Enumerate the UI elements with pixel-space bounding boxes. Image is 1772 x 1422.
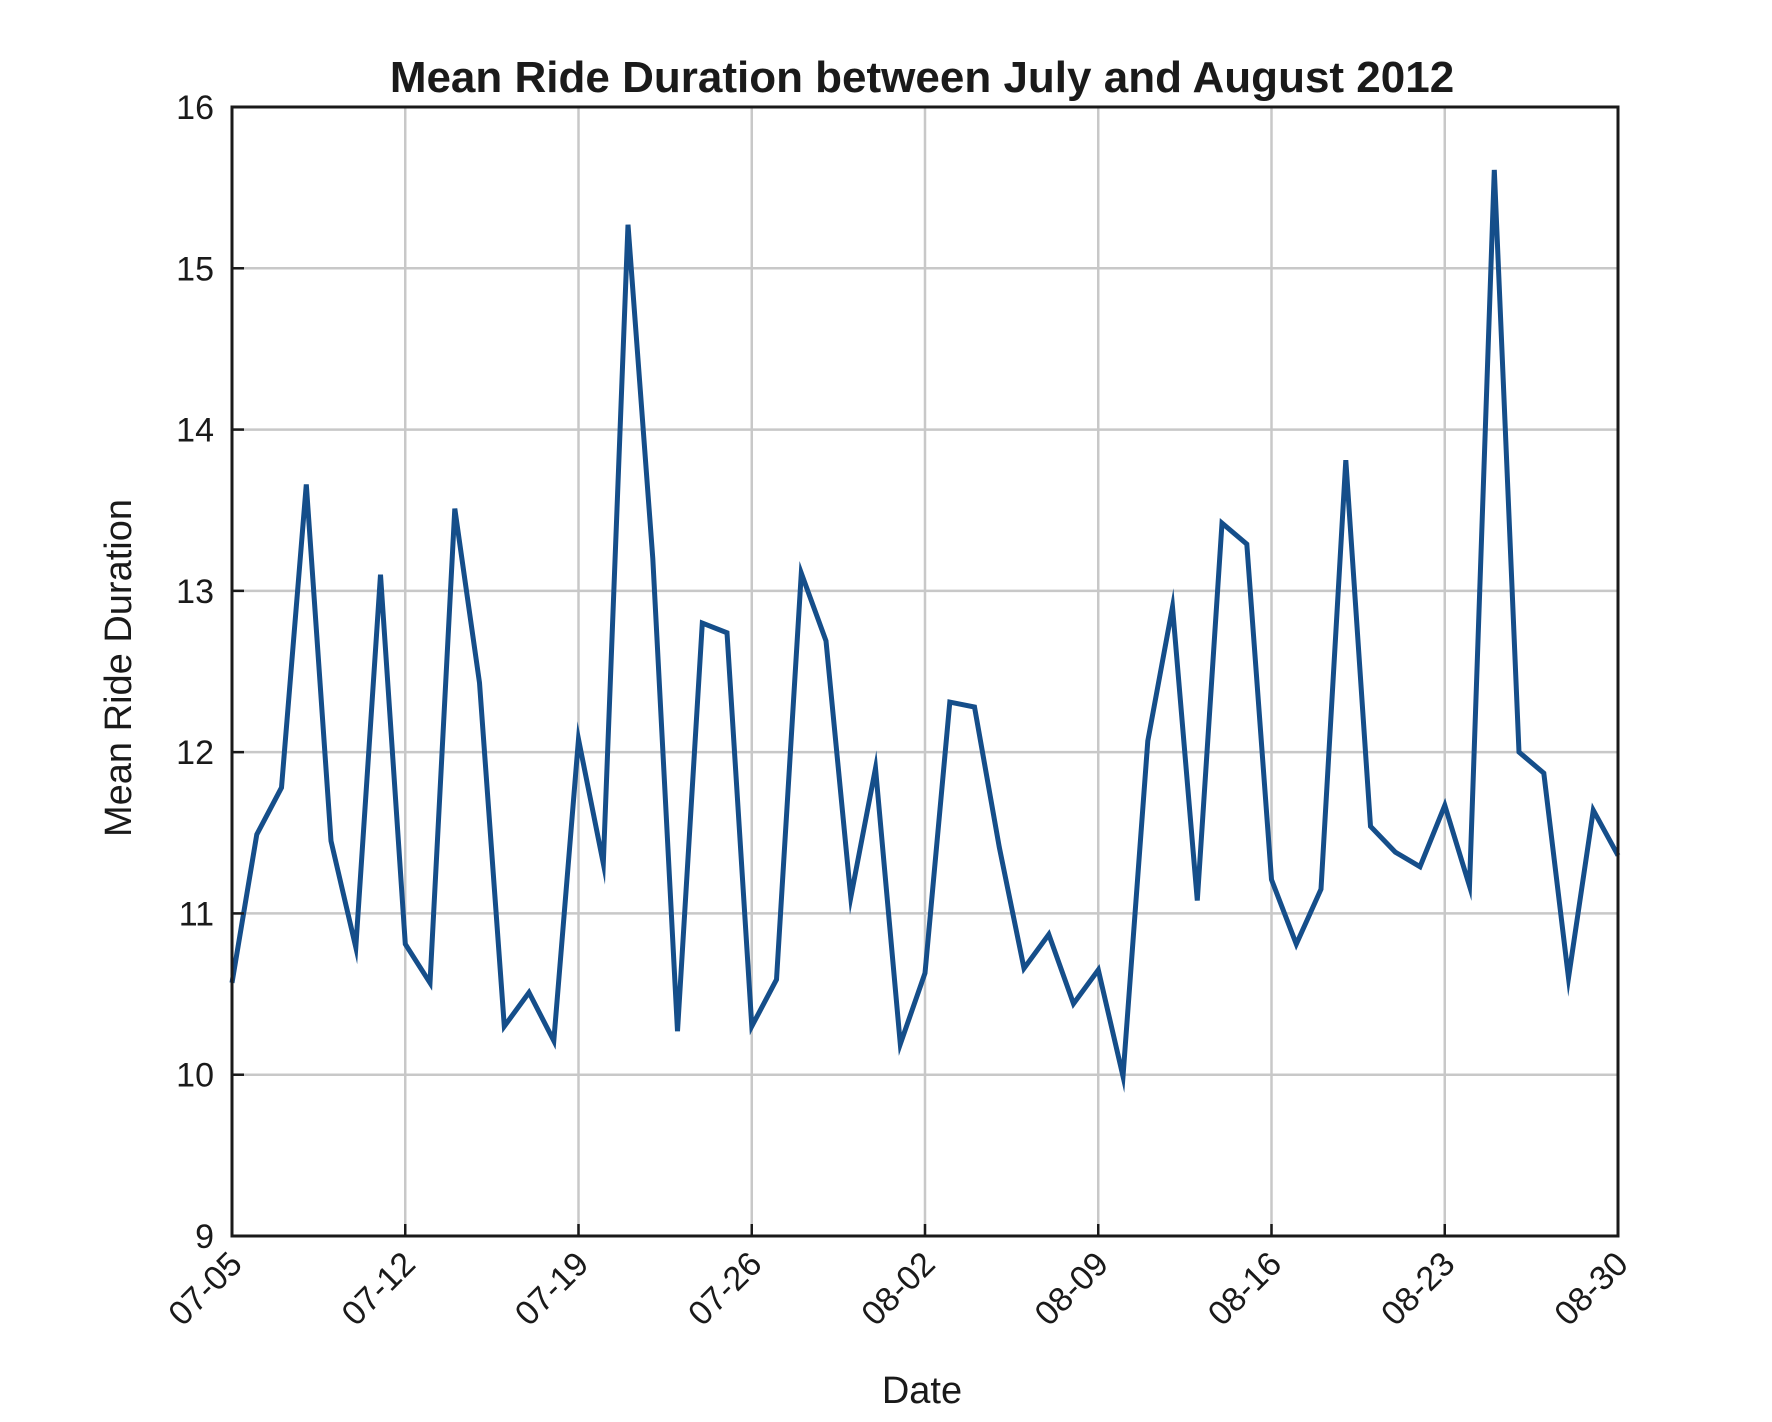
x-tick-label: 08-30 xyxy=(1547,1245,1635,1333)
y-tick-label: 14 xyxy=(176,412,214,450)
y-tick-label: 15 xyxy=(176,250,214,288)
x-tick-label: 07-12 xyxy=(335,1245,423,1333)
y-axis: 9 10 11 12 13 14 15 16 xyxy=(176,89,244,1256)
chart-title: Mean Ride Duration between July and Augu… xyxy=(390,53,1454,102)
y-tick-label: 10 xyxy=(176,1057,214,1095)
x-axis: 07-05 07-12 07-19 07-26 08-02 08-09 08-16 08-23… xyxy=(161,1224,1636,1333)
y-tick-label: 13 xyxy=(176,573,214,611)
x-axis-label: Date xyxy=(882,1370,962,1412)
x-tick-label: 07-26 xyxy=(681,1245,769,1333)
x-tick-label: 08-16 xyxy=(1201,1245,1289,1333)
grid-lines xyxy=(230,105,1620,1238)
x-tick-label: 07-05 xyxy=(161,1245,249,1333)
y-tick-label: 16 xyxy=(176,89,214,127)
series-layer xyxy=(229,169,1621,1093)
y-tick-label: 12 xyxy=(176,734,214,772)
y-tick-label: 9 xyxy=(195,1218,214,1256)
x-tick-label: 08-23 xyxy=(1374,1245,1462,1333)
y-axis-label: Mean Ride Duration xyxy=(98,499,140,837)
x-tick-label: 08-09 xyxy=(1028,1245,1116,1333)
x-tick-label: 08-02 xyxy=(854,1245,942,1333)
x-tick-label: 07-19 xyxy=(508,1245,596,1333)
series-line xyxy=(229,169,1621,1093)
y-tick-label: 11 xyxy=(179,895,214,933)
